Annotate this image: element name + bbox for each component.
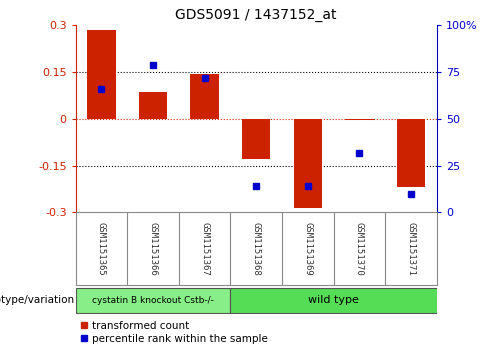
Bar	[76, 288, 230, 313]
Text: GSM1151368: GSM1151368	[252, 222, 261, 276]
Legend: transformed count, percentile rank within the sample: transformed count, percentile rank withi…	[81, 321, 268, 344]
Text: wild type: wild type	[308, 295, 359, 305]
Text: GSM1151365: GSM1151365	[97, 222, 106, 276]
Bar	[230, 288, 437, 313]
Bar	[397, 119, 425, 187]
Bar	[294, 119, 322, 208]
Bar	[345, 119, 374, 121]
Bar	[87, 30, 116, 119]
Text: GSM1151370: GSM1151370	[355, 222, 364, 276]
Bar	[190, 74, 219, 119]
Text: GSM1151367: GSM1151367	[200, 222, 209, 276]
Text: cystatin B knockout Cstb-/-: cystatin B knockout Cstb-/-	[92, 296, 214, 305]
Text: GSM1151369: GSM1151369	[303, 222, 312, 276]
Title: GDS5091 / 1437152_at: GDS5091 / 1437152_at	[176, 8, 337, 22]
Bar	[139, 93, 167, 119]
Text: genotype/variation: genotype/variation	[0, 295, 75, 305]
Bar	[242, 119, 270, 159]
Text: GSM1151366: GSM1151366	[148, 222, 158, 276]
Text: GSM1151371: GSM1151371	[407, 222, 415, 276]
